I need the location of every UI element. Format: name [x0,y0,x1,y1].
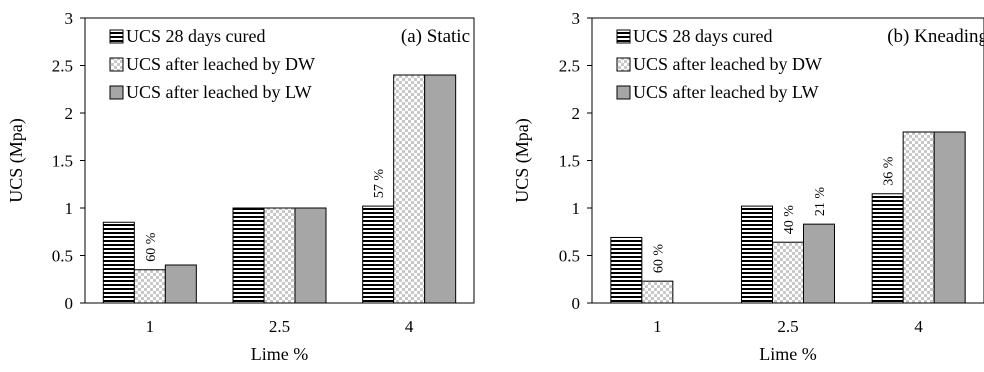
bar-1-2 [393,74,426,304]
y-tick-label: 1 [572,199,581,218]
bar-0-1 [232,207,265,304]
legend-swatch-1 [616,57,631,72]
legend-label-0: UCS 28 days cured [126,26,265,46]
bar-1-0 [133,269,166,304]
legend-swatch-0 [109,29,124,44]
bar-2-1 [294,207,327,304]
bar-0-2 [871,193,904,304]
x-tick-label: 4 [914,317,923,336]
y-tick-label: 0.5 [52,247,73,266]
bar-0-0 [102,221,135,304]
legend-label-0: UCS 28 days cured [633,26,772,46]
y-tick-label: 2.5 [559,57,580,76]
bar-0-2 [362,205,395,304]
chart-panel-kneading: 0 0.5 1 1.5 2 2.5 3 1 2.5 4 60 % 40 % 21 % 36 % Lime %… [512,9,984,364]
chart-panel-static: 0 0.5 1 1.5 2 2.5 3 1 2.5 4 60 % 57 % Lime % UCS (Mpa… [6,9,475,364]
legend-label-1: UCS after leached by DW [633,54,822,74]
bar-1-1 [772,241,804,304]
percent-annotation: 60 % [144,232,159,262]
y-tick-label: 1.5 [52,152,73,171]
y-tick-label: 2.5 [52,57,73,76]
panel-title: (a) Static [401,26,470,47]
legend-swatch-0 [616,29,631,44]
bar-2-0 [164,264,197,304]
legend-label-2: UCS after leached by LW [633,82,819,102]
y-tick-label: 0.5 [559,247,580,266]
legend-swatch-1 [109,57,124,72]
legend-label-1: UCS after leached by DW [126,54,315,74]
y-tick-label: 3 [65,9,74,28]
y-tick-label: 3 [572,9,581,28]
y-tick-label: 2 [65,104,74,123]
legend-label-2: UCS after leached by LW [126,82,312,102]
bar-1-0 [641,280,674,304]
x-axis-title: Lime % [251,344,308,364]
bar-2-2 [933,131,966,304]
y-tick-label: 0 [572,294,581,313]
y-tick-label: 1.5 [559,152,580,171]
percent-annotation: 21 % [813,187,828,217]
bar-1-1 [263,207,296,304]
percent-annotation: 57 % [372,169,387,199]
bar-2-2 [424,74,457,304]
bar-1-2 [902,131,935,304]
x-tick-label: 2.5 [777,317,798,336]
x-tick-label: 1 [146,317,155,336]
x-tick-label: 1 [653,317,662,336]
percent-annotation: 40 % [782,205,797,235]
x-tick-label: 4 [405,317,414,336]
y-axis-title: UCS (Mpa) [512,118,533,203]
legend-swatch-2 [109,85,124,100]
bar-0-1 [741,205,773,304]
legend: UCS 28 days cured UCS after leached by DW… [109,26,315,102]
panel-title: (b) Kneading [887,26,984,47]
x-tick-label: 2.5 [269,317,290,336]
legend-swatch-2 [616,85,631,100]
percent-annotation: 36 % [882,156,897,186]
bar-0-0 [610,236,643,304]
y-axis-title: UCS (Mpa) [6,118,27,203]
bar-2-1 [803,223,835,304]
y-tick-label: 0 [65,294,74,313]
x-axis-title: Lime % [759,344,816,364]
y-tick-label: 2 [572,104,581,123]
percent-annotation: 60 % [651,244,666,274]
legend: UCS 28 days cured UCS after leached by DW… [616,26,822,102]
y-tick-label: 1 [65,199,74,218]
